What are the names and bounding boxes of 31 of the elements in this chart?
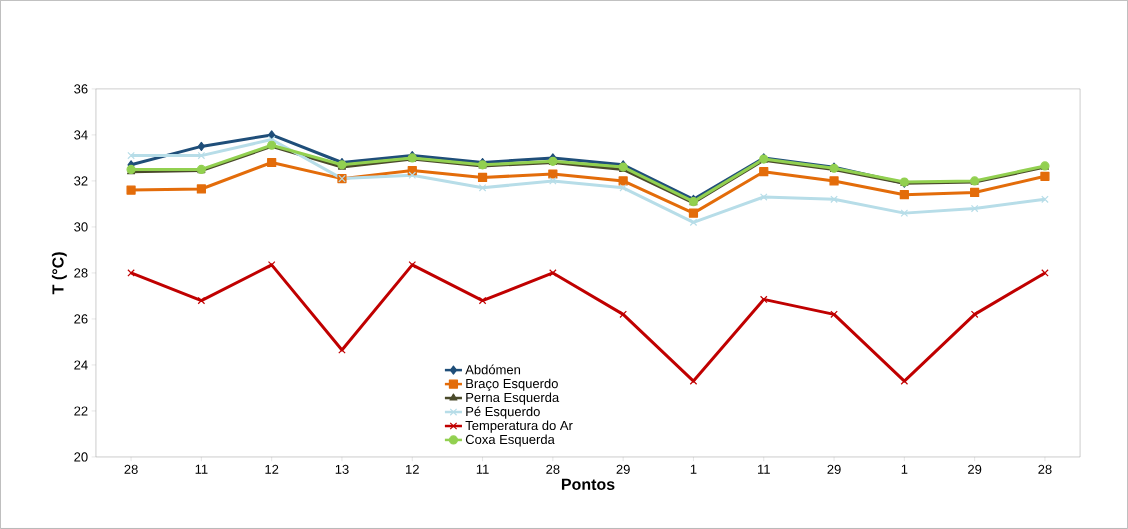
- y-tick-label: 28: [74, 268, 88, 278]
- legend-label: Perna Esquerda: [466, 392, 560, 405]
- legend-label: Pé Esquerdo: [466, 406, 540, 419]
- x-tick-label: 13: [335, 464, 349, 475]
- y-tick-label: 30: [74, 222, 88, 232]
- y-tick-label: 34: [74, 130, 88, 140]
- y-axis-title: T (°C): [51, 252, 67, 295]
- y-tick-label: 36: [74, 84, 88, 94]
- legend-label: Temperatura do Ar: [465, 420, 573, 433]
- x-tick-label: 29: [968, 464, 982, 475]
- y-tick-label: 20: [74, 452, 88, 462]
- x-tick-label: 29: [616, 464, 630, 475]
- y-tick-label: 32: [74, 176, 88, 186]
- x-tick-label: 12: [265, 464, 279, 474]
- x-axis-title: Pontos: [561, 478, 615, 491]
- x-tick-label: 28: [124, 464, 138, 475]
- x-tick-label: 1: [690, 464, 697, 474]
- y-tick-label: 24: [74, 360, 88, 370]
- legend-label: Braço Esquerdo: [466, 378, 558, 391]
- x-tick-label: 11: [195, 464, 208, 474]
- x-tick-label: 28: [1038, 464, 1052, 475]
- y-tick-label: 26: [74, 314, 88, 324]
- x-tick-label: 1: [901, 464, 908, 474]
- legend-label: Abdómen: [465, 364, 521, 375]
- x-tick-label: 11: [757, 464, 770, 474]
- x-tick-label: 12: [406, 464, 419, 474]
- x-tick-label: 11: [476, 464, 489, 474]
- x-tick-label: 28: [546, 464, 560, 475]
- legend-label: Coxa Esquerda: [465, 434, 555, 447]
- x-tick-label: 29: [827, 464, 841, 475]
- y-tick-label: 22: [74, 406, 88, 416]
